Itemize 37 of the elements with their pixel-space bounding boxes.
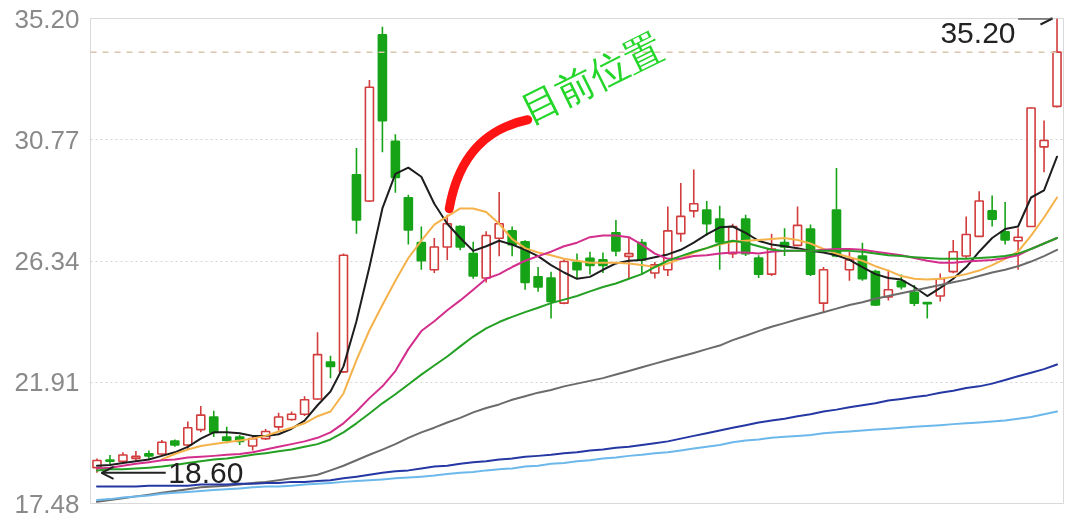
line-series (95, 410, 1059, 501)
candlestick (546, 270, 556, 320)
candlestick (195, 405, 206, 434)
y-tick-label: 35.20 (14, 3, 80, 34)
candlestick (533, 266, 543, 293)
candlestick (429, 237, 440, 274)
candlestick (208, 409, 219, 438)
annotation: 目前位置 (514, 25, 671, 133)
candlestick (468, 241, 479, 280)
candlestick (675, 182, 686, 243)
candlestick (299, 395, 310, 417)
candlestick (714, 204, 725, 271)
candlestick (1039, 119, 1049, 174)
candlestick (611, 219, 621, 258)
candlestick (1000, 201, 1010, 246)
line-series (160, 196, 1059, 461)
candlestick (753, 254, 764, 279)
candlestick (624, 236, 634, 280)
candlestick (987, 194, 997, 228)
candlestick (1013, 227, 1023, 271)
candlestick (572, 252, 582, 280)
candlestick (416, 225, 427, 271)
annotation: 35.20 (940, 15, 1016, 49)
y-tick-label: 26.34 (14, 246, 80, 276)
y-tick-label: 17.48 (14, 488, 80, 519)
y-tick-label: 30.77 (14, 124, 80, 155)
annotation: 18.60 (168, 455, 244, 489)
candlestick (442, 213, 453, 261)
candlestick (961, 215, 972, 259)
candlestick (494, 191, 504, 258)
y-tick-label: 21.91 (14, 367, 80, 398)
candlestick (688, 168, 699, 219)
candlestick (325, 354, 336, 379)
candlestick (182, 420, 193, 451)
line-series (95, 248, 1059, 503)
candlestick (701, 200, 712, 237)
line-series (95, 363, 1059, 488)
